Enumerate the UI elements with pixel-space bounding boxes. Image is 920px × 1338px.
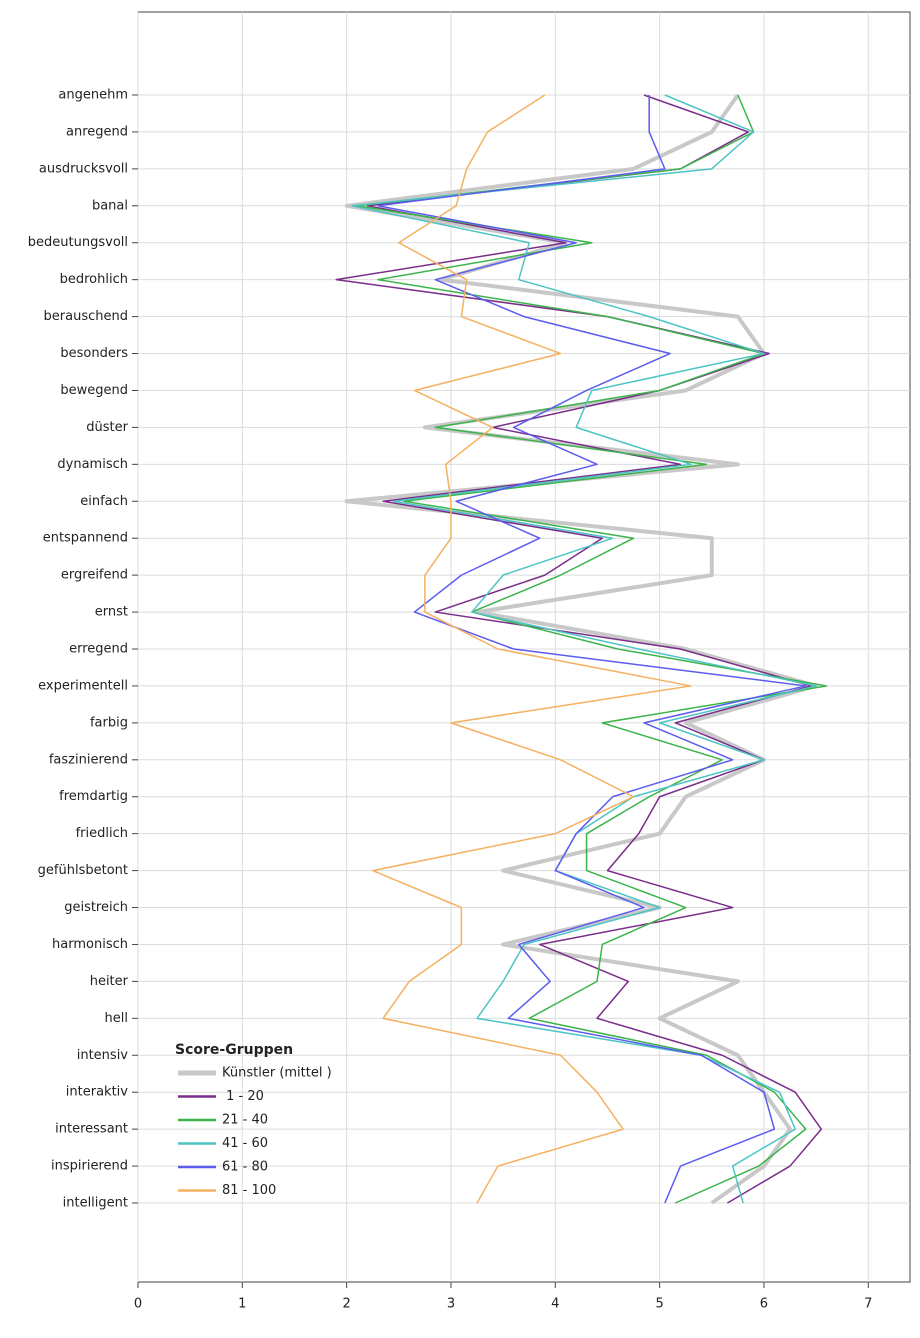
x-tick-label: 0 bbox=[134, 1297, 142, 1312]
y-tick-label: ernst bbox=[95, 605, 128, 620]
legend: Score-Gruppen Künstler (mittel ) 1 - 20 2… bbox=[175, 1042, 332, 1198]
legend-label: 61 - 80 bbox=[222, 1160, 268, 1175]
y-tick-label: hell bbox=[105, 1011, 128, 1026]
legend-title: Score-Gruppen bbox=[175, 1042, 293, 1058]
y-tick-label: angenehm bbox=[58, 88, 128, 103]
y-tick-label: farbig bbox=[90, 715, 128, 730]
legend-label: 41 - 60 bbox=[222, 1136, 268, 1151]
series-line bbox=[356, 94, 828, 1204]
y-tick-label: interaktiv bbox=[66, 1085, 128, 1100]
y-tick-label: berauschend bbox=[44, 309, 128, 324]
y-tick-label: friedlich bbox=[76, 826, 128, 841]
y-tick-label: experimentell bbox=[38, 678, 128, 693]
x-tick-label: 6 bbox=[760, 1297, 768, 1312]
y-tick-label: ergreifend bbox=[61, 568, 128, 583]
legend-label: 1 - 20 bbox=[222, 1089, 264, 1104]
lines bbox=[335, 93, 828, 1205]
y-tick-label: inspirierend bbox=[51, 1159, 128, 1174]
y-tick-label: bedrohlich bbox=[60, 272, 128, 287]
y-tick-label: düster bbox=[86, 420, 128, 435]
grid bbox=[132, 12, 910, 1288]
x-tick-label: 2 bbox=[343, 1297, 351, 1312]
series-line bbox=[351, 94, 817, 1204]
x-tick-label: 4 bbox=[551, 1297, 559, 1312]
y-tick-label: dynamisch bbox=[57, 457, 128, 472]
y-tick-label: intelligent bbox=[63, 1196, 128, 1211]
legend-label: 81 - 100 bbox=[222, 1183, 276, 1198]
series-line bbox=[335, 94, 823, 1204]
y-tick-label: intensiv bbox=[77, 1048, 129, 1063]
y-tick-label: anregend bbox=[66, 124, 128, 139]
y-tick-label: gefühlsbetont bbox=[38, 863, 128, 878]
series-line bbox=[344, 93, 819, 1205]
y-tick-label: heiter bbox=[90, 974, 129, 989]
series-line bbox=[371, 94, 692, 1204]
x-tick-label: 1 bbox=[238, 1297, 246, 1312]
y-tick-label: bedeutungsvoll bbox=[28, 235, 128, 250]
y-tick-label: entspannend bbox=[43, 531, 128, 546]
legend-label: 21 - 40 bbox=[222, 1113, 268, 1128]
series-line bbox=[377, 95, 807, 1204]
y-tick-label: bewegend bbox=[60, 383, 128, 398]
legend-label: Künstler (mittel ) bbox=[222, 1066, 332, 1081]
y-tick-label: harmonisch bbox=[52, 937, 128, 952]
x-tick-label: 7 bbox=[864, 1297, 872, 1312]
x-tick-label: 3 bbox=[447, 1297, 455, 1312]
y-tick-label: faszinierend bbox=[49, 752, 128, 767]
y-tick-label: interessant bbox=[55, 1122, 128, 1137]
y-tick-label: erregend bbox=[69, 642, 128, 657]
y-tick-label: banal bbox=[92, 198, 128, 213]
x-tick-label: 5 bbox=[655, 1297, 663, 1312]
y-tick-label: besonders bbox=[60, 346, 128, 361]
labels: 0 1 2 3 4 5 6 7 angenehm anregend ausdrucksvoll ban… bbox=[28, 88, 873, 1312]
plot-area bbox=[137, 11, 911, 1283]
y-tick-label: ausdrucksvoll bbox=[39, 161, 128, 176]
y-tick-label: fremdartig bbox=[59, 789, 128, 804]
y-tick-label: einfach bbox=[80, 494, 128, 509]
y-tick-label: geistreich bbox=[64, 900, 128, 915]
